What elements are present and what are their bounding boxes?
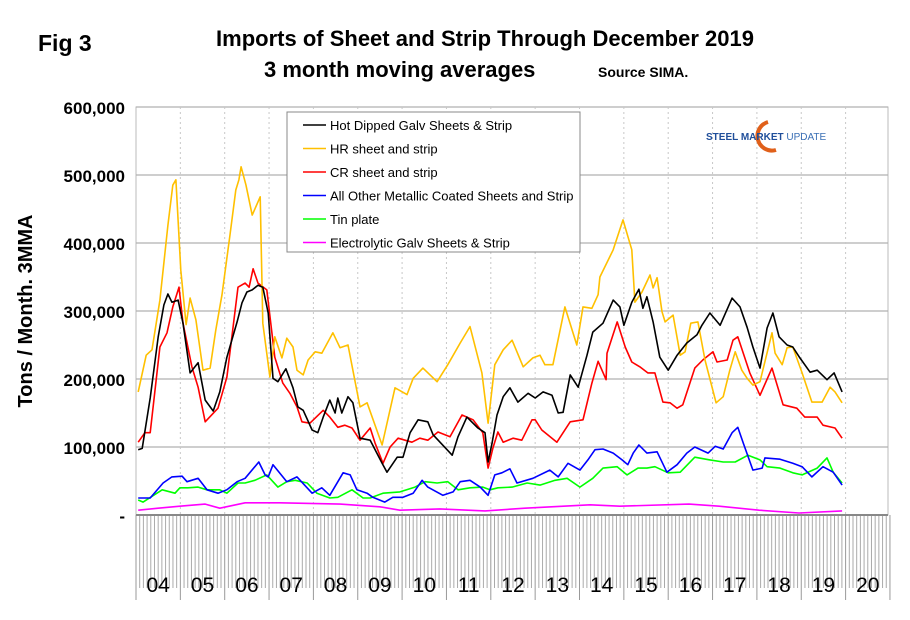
chart-title: Imports of Sheet and Strip Through Decem… xyxy=(216,26,754,51)
legend-label: CR sheet and strip xyxy=(330,165,438,180)
steel-market-update-logo: STEEL MARKET UPDATE xyxy=(706,120,827,153)
x-tick-label: 12 xyxy=(501,574,524,597)
series-lines xyxy=(137,166,843,514)
y-tick-label: 400,000 xyxy=(64,235,125,254)
y-tick-label: 500,000 xyxy=(64,167,125,186)
x-tick-label: 13 xyxy=(546,574,569,597)
x-tick-label: 05 xyxy=(191,574,214,597)
chart-source: Source SIMA. xyxy=(598,64,689,80)
series-line-electrolytic-galv-sheets-strip xyxy=(138,502,843,514)
y-tick-label: - xyxy=(119,507,125,526)
logo-text: STEEL MARKET UPDATE xyxy=(706,132,827,143)
x-tick-label: 04 xyxy=(146,574,170,597)
figure-label: Fig 3 xyxy=(38,30,92,56)
y-tick-label: 100,000 xyxy=(64,439,125,458)
series-line-cr-sheet-and-strip xyxy=(137,268,843,469)
series-line-hot-dipped-galv-sheets-strip xyxy=(137,284,843,473)
y-axis: - 100,000 200,000 300,000 400,000 500,000 600,… xyxy=(64,99,125,526)
x-axis: 04 05 06 07 08 09 10 11 12 13 14 15 16 17 18 19 20 xyxy=(135,514,891,600)
y-tick-label: 600,000 xyxy=(64,99,125,118)
x-tick-label: 07 xyxy=(280,574,303,597)
series-line-tin-plate xyxy=(137,454,843,503)
y-tick-label: 200,000 xyxy=(64,371,125,390)
y-tick-label: 300,000 xyxy=(64,303,125,322)
x-tick-label: 19 xyxy=(812,574,835,597)
x-tick-label: 17 xyxy=(723,574,746,597)
legend-label: HR sheet and strip xyxy=(330,142,438,157)
x-tick-label: 09 xyxy=(368,574,391,597)
x-tick-label: 10 xyxy=(413,574,436,597)
x-tick-label: 20 xyxy=(856,574,879,597)
series-line-all-other-metallic-coated-sheets-and-strip xyxy=(138,426,843,503)
x-tick-label: 14 xyxy=(590,574,614,597)
logo-swoosh-icon xyxy=(755,120,777,153)
x-tick-label: 06 xyxy=(235,574,258,597)
legend-label: Hot Dipped Galv Sheets & Strip xyxy=(330,118,512,133)
x-tick-label: 18 xyxy=(767,574,790,597)
x-tick-label: 15 xyxy=(634,574,657,597)
series-line-hr-sheet-and-strip xyxy=(137,166,843,446)
legend-label: Electrolytic Galv Sheets & Strip xyxy=(330,236,510,251)
legend-label: All Other Metallic Coated Sheets and Str… xyxy=(330,189,574,204)
legend-label: Tin plate xyxy=(330,212,379,227)
x-tick-label: 16 xyxy=(679,574,702,597)
x-tick-label: 11 xyxy=(458,574,480,597)
x-tick-label: 08 xyxy=(324,574,347,597)
legend-box xyxy=(286,111,581,253)
y-axis-label: Tons / Month. 3MMA xyxy=(15,215,37,408)
chart-subtitle: 3 month moving averages xyxy=(264,57,536,82)
legend: Hot Dipped Galv Sheets & Strip HR sheet … xyxy=(286,111,581,253)
